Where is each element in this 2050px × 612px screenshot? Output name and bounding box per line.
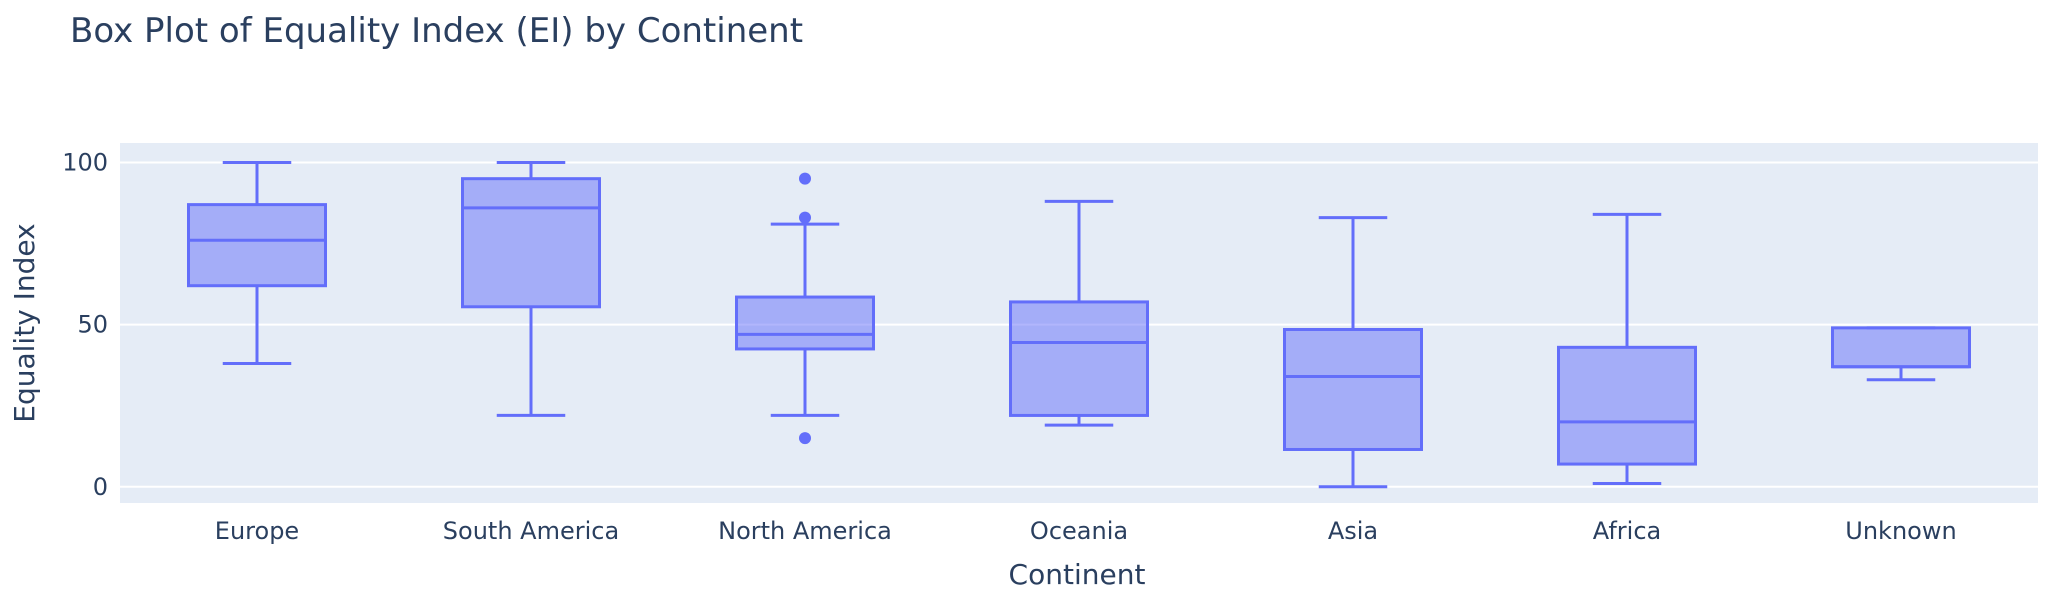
x-axis-title: Continent	[1009, 558, 1146, 591]
iqr-box-north-america	[735, 295, 875, 351]
x-tick-label-oceania: Oceania	[1030, 517, 1128, 545]
y-tick-label-50: 50	[77, 311, 108, 339]
x-axis-ticks: Europe South America North America Oceania A…	[215, 517, 1957, 545]
iqr-box-south-america	[461, 177, 601, 309]
y-tick-label-100: 100	[62, 148, 108, 176]
box-asia	[1283, 216, 1423, 489]
outlier-north-america-1	[799, 211, 811, 224]
outlier-north-america-0	[799, 172, 811, 185]
iqr-box-asia	[1283, 327, 1423, 451]
iqr-box-africa	[1557, 345, 1697, 466]
boxes-layer	[187, 160, 1971, 489]
iqr-box-europe	[187, 203, 327, 288]
box-south-america	[461, 160, 601, 417]
box-unknown	[1831, 326, 1971, 382]
x-tick-label-europe: Europe	[215, 517, 299, 545]
chart-title: Box Plot of Equality Index (EI) by Conti…	[70, 11, 803, 51]
box-europe	[187, 160, 327, 366]
box-north-america	[735, 172, 875, 445]
x-tick-label-north-america: North America	[718, 517, 892, 545]
iqr-box-unknown	[1831, 326, 1971, 369]
y-axis-title: Equality Index	[8, 223, 41, 422]
x-tick-label-south-america: South America	[443, 517, 619, 545]
x-tick-label-africa: Africa	[1593, 517, 1661, 545]
x-tick-label-unknown: Unknown	[1845, 517, 1956, 545]
box-oceania	[1009, 199, 1149, 427]
x-tick-label-asia: Asia	[1328, 517, 1378, 545]
y-tick-label-0: 0	[93, 473, 108, 501]
outlier-north-america-2	[799, 432, 811, 445]
y-axis-ticks: 0 50 100	[62, 148, 108, 500]
iqr-box-oceania	[1009, 300, 1149, 417]
box-africa	[1557, 212, 1697, 486]
